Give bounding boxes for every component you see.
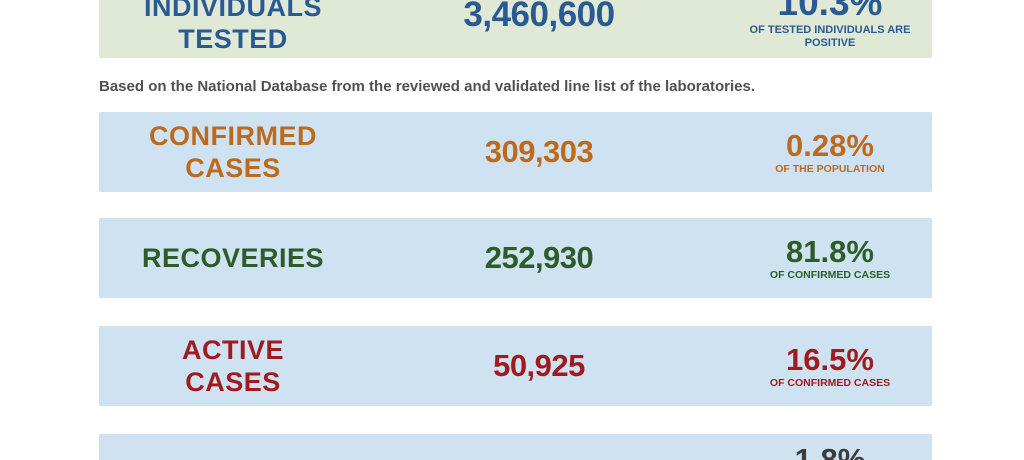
label-line: ACTIVE — [181, 335, 284, 365]
active-cases-value: 50,925 — [493, 348, 585, 383]
percent-caption: OF THE POPULATION — [775, 162, 885, 175]
individuals-tested-percent: 10.3% OF TESTED INDIVIDUALS ARE POSITIVE — [710, 0, 950, 49]
active-cases-label: ACTIVE CASES — [99, 334, 367, 398]
percent-caption: OF CONFIRMED CASES — [769, 268, 891, 281]
confirmed-cases-percent: 0.28% OF THE POPULATION — [710, 129, 950, 176]
percent-value: 81.8% — [786, 233, 874, 269]
percent-value: 16.5% — [786, 341, 874, 377]
individuals-tested-value: 3,460,600 — [463, 0, 615, 34]
recoveries-value: 252,930 — [484, 240, 594, 275]
label-line: CONFIRMED — [149, 121, 317, 151]
individuals-tested-label: INDIVIDUALS TESTED — [99, 0, 367, 55]
card-confirmed-cases: CONFIRMED CASES 309,303 0.28% OF THE POP… — [99, 112, 932, 192]
label-line: CASES — [185, 153, 281, 183]
card-individuals-tested: INDIVIDUALS TESTED 3,460,600 10.3% OF TE… — [99, 0, 932, 58]
label-line: CASES — [185, 367, 281, 397]
confirmed-cases-value: 309,303 — [484, 134, 594, 169]
percent-caption: OF CONFIRMED CASES — [769, 376, 891, 389]
card-bottom-partial: 1.8% — [99, 434, 932, 460]
label-line: TESTED — [178, 24, 288, 54]
percent-value: 1.8% — [794, 442, 866, 460]
bottom-partial-percent: 1.8% — [710, 443, 950, 460]
percent-caption: OF TESTED INDIVIDUALS ARE POSITIVE — [749, 24, 911, 49]
recoveries-percent: 81.8% OF CONFIRMED CASES — [710, 235, 950, 282]
percent-value: 10.3% — [777, 0, 883, 23]
card-recoveries: RECOVERIES 252,930 81.8% OF CONFIRMED CA… — [99, 218, 932, 298]
label-line: INDIVIDUALS — [143, 0, 322, 22]
active-cases-percent: 16.5% OF CONFIRMED CASES — [710, 343, 950, 390]
percent-value: 0.28% — [786, 127, 874, 163]
recoveries-label: RECOVERIES — [99, 242, 367, 274]
confirmed-cases-label: CONFIRMED CASES — [99, 120, 367, 184]
source-note: Based on the National Database from the … — [99, 78, 755, 95]
label-line: RECOVERIES — [141, 243, 325, 273]
card-active-cases: ACTIVE CASES 50,925 16.5% OF CONFIRMED C… — [99, 326, 932, 406]
